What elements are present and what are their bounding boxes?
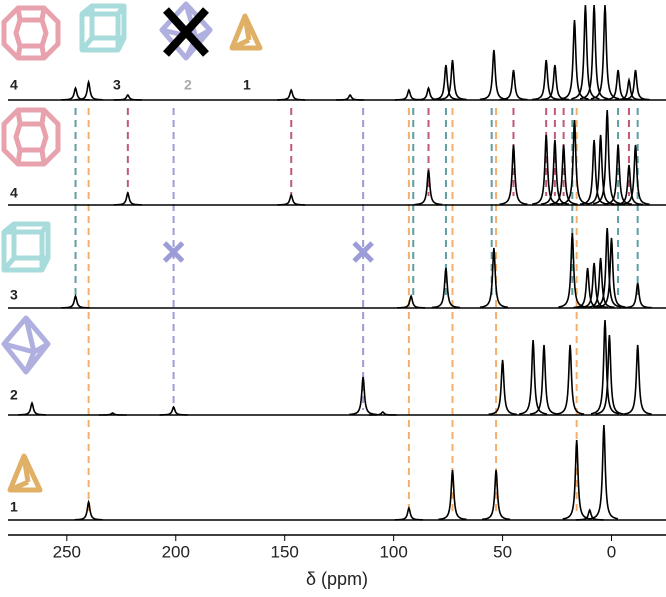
legend-label: 3 — [113, 77, 121, 93]
peak — [431, 64, 460, 101]
legend-label: 4 — [10, 77, 18, 93]
peak — [532, 59, 561, 101]
peak — [394, 88, 423, 101]
peak — [590, 319, 620, 415]
cage-icon-4 — [1, 5, 61, 61]
peak — [61, 86, 90, 101]
peak — [98, 412, 127, 416]
peak — [595, 334, 624, 415]
peak — [614, 164, 644, 206]
peak — [414, 169, 443, 206]
peak — [623, 344, 652, 415]
cross-out — [163, 7, 209, 57]
peak — [481, 469, 511, 521]
peak — [438, 59, 467, 101]
peak — [488, 359, 517, 416]
peak — [529, 344, 559, 415]
cross-stroke — [352, 241, 374, 263]
peak — [597, 237, 626, 308]
peak — [621, 69, 650, 101]
trace-label: 3 — [10, 287, 18, 303]
cage-icon-3 — [79, 3, 127, 53]
trace-label: 2 — [10, 387, 18, 403]
legend-label: 1 — [243, 77, 251, 93]
cage-icon-2-side — [1, 315, 51, 375]
peak — [74, 499, 103, 521]
peak — [579, 139, 609, 205]
x-tick-label: 200 — [162, 542, 190, 561]
peak — [590, 4, 620, 100]
peak — [431, 267, 461, 309]
trace-label: 1 — [10, 499, 18, 515]
peak — [621, 144, 650, 205]
absent-peak — [352, 241, 374, 263]
trace-label: 4 — [10, 185, 18, 201]
peak — [623, 282, 652, 309]
cage-icon-3-side — [1, 221, 51, 273]
peak — [336, 93, 365, 101]
peak — [615, 77, 643, 101]
peak — [414, 86, 443, 101]
cross-stroke — [162, 241, 185, 263]
legend-label: 2 — [184, 77, 192, 93]
cage-icon-1-side — [7, 453, 43, 493]
peak — [397, 294, 426, 309]
peak — [61, 294, 90, 309]
peak — [593, 227, 622, 308]
peak — [277, 193, 306, 206]
peak — [560, 119, 589, 205]
peak — [479, 247, 508, 308]
peak — [499, 69, 528, 101]
peak — [18, 401, 46, 416]
peak — [586, 257, 615, 309]
peak — [368, 411, 397, 416]
peak — [479, 49, 509, 101]
x-tick-label: 50 — [493, 542, 512, 561]
peak — [593, 109, 622, 205]
cage-icon-4-side — [1, 107, 61, 167]
x-axis-title: δ (ppm) — [306, 569, 368, 589]
peak — [113, 93, 142, 101]
peak — [519, 339, 548, 415]
x-tick-label: 250 — [53, 542, 81, 561]
peak — [555, 344, 585, 415]
peak — [499, 144, 528, 205]
peak — [575, 508, 604, 521]
peak — [579, 4, 609, 100]
peak — [277, 88, 306, 101]
absent-peak — [162, 241, 185, 263]
x-tick-label: 150 — [271, 542, 299, 561]
peak — [394, 506, 423, 521]
peak — [74, 79, 103, 101]
peak — [159, 405, 188, 416]
peak — [349, 376, 378, 416]
peak — [549, 144, 578, 205]
peak — [113, 191, 142, 206]
peak — [589, 424, 619, 520]
cage-icon-1 — [229, 13, 263, 51]
x-tick-label: 100 — [379, 542, 407, 561]
peak — [580, 262, 609, 309]
x-tick-label: 0 — [607, 542, 616, 561]
peak — [438, 469, 467, 521]
icons — [1, 1, 263, 493]
